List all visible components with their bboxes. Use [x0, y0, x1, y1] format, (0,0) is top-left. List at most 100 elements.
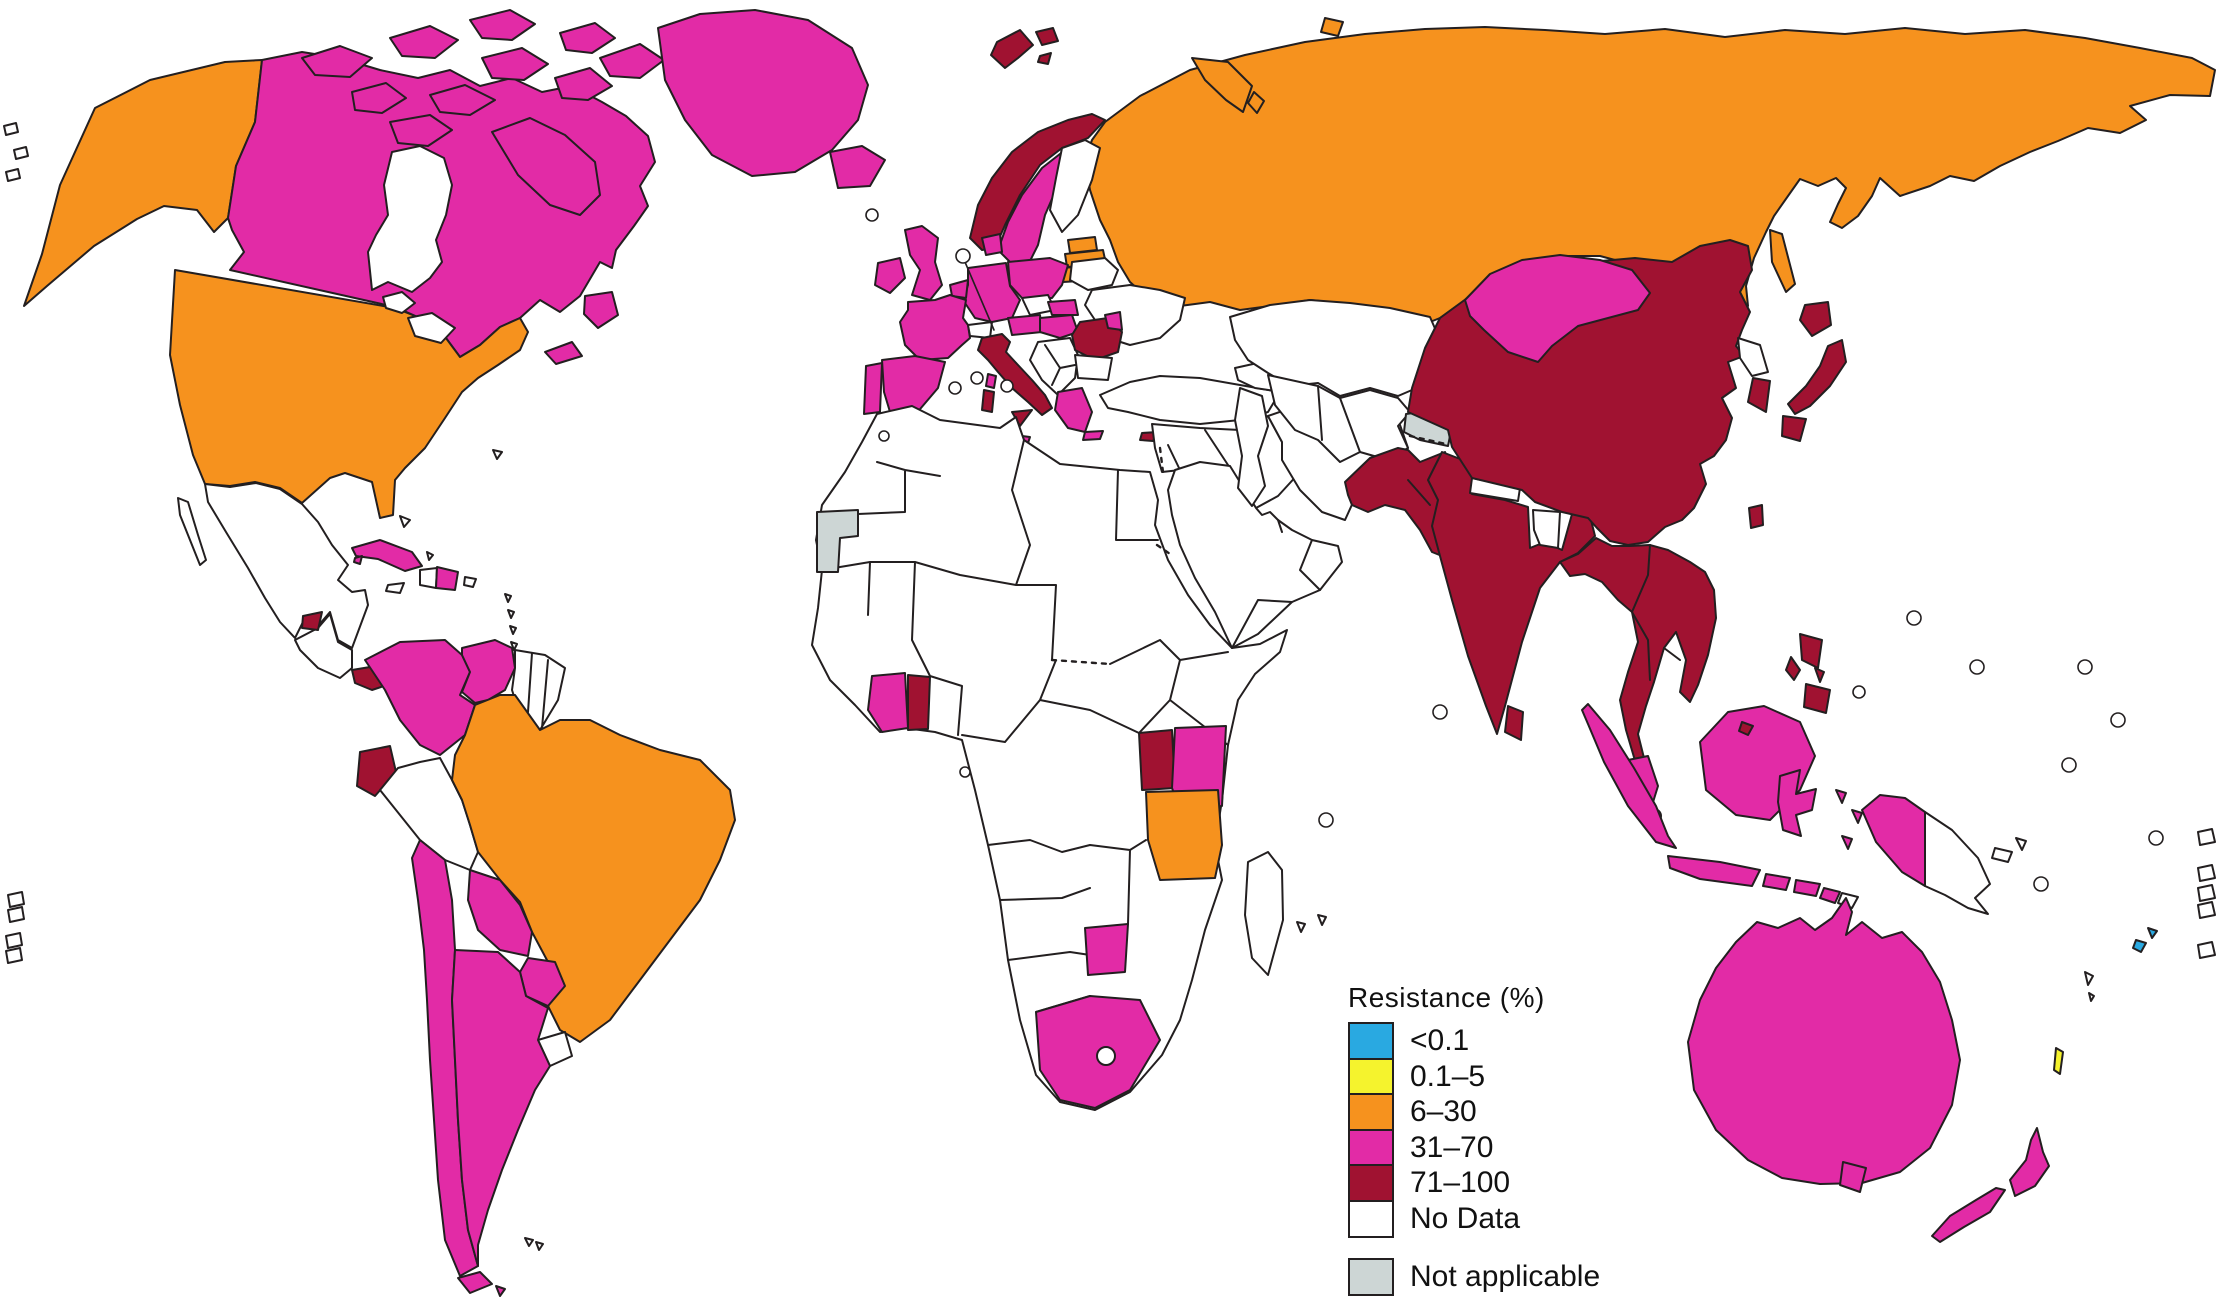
country-japan — [1781, 301, 1847, 442]
island-tasmania — [1839, 1161, 1867, 1193]
small-island-circles — [865, 208, 2164, 892]
island-jamaica — [385, 582, 405, 594]
country-moldova — [1104, 311, 1123, 331]
state-alaska — [23, 59, 263, 307]
country-austria — [1007, 314, 1043, 336]
greenland — [657, 9, 869, 177]
countries-bangladesh-bhutan — [1532, 509, 1561, 549]
arabia-internal-borders — [1231, 519, 1321, 649]
legend-label: 71–100 — [1410, 1166, 1511, 1199]
country-denmark — [981, 233, 1003, 256]
islands-lesser-antilles — [504, 593, 518, 651]
island-sardinia — [981, 389, 995, 413]
legend-swatch — [1348, 1128, 1394, 1167]
island-sulawesi — [1777, 769, 1817, 837]
islands-java-chain — [1667, 855, 1821, 897]
islands-bahamas-bermuda-falklands — [399, 449, 544, 1251]
legend-swatch — [1348, 1022, 1394, 1060]
island-west-timor — [1819, 887, 1841, 904]
new-zealand-north-island — [2009, 1127, 2050, 1197]
israel-disputed-border — [1158, 446, 1165, 474]
country-finland — [1049, 139, 1101, 233]
legend-title: Resistance (%) — [1348, 982, 1545, 1013]
country-slovakia — [1047, 299, 1079, 316]
country-bolivia — [467, 869, 533, 957]
hudson-bay — [367, 145, 453, 293]
country-philippines — [1785, 633, 1831, 714]
country-hungary — [1039, 314, 1079, 339]
legend-swatch — [1348, 1057, 1394, 1096]
legend-swatch — [1348, 1164, 1394, 1202]
country-australia — [1687, 897, 1961, 1185]
country-lesotho — [1096, 1046, 1116, 1066]
countries-indochina — [1559, 537, 1717, 765]
island-puerto-rico — [463, 576, 477, 588]
europe-internal-borders — [1044, 344, 1076, 386]
legend-item: <0.1 — [1348, 1022, 1600, 1060]
territory-west-papua — [1861, 794, 1926, 887]
country-turkey — [1099, 375, 1281, 425]
island-baffin — [491, 117, 601, 216]
territory-western-sahara — [816, 509, 859, 573]
islands-solomons-vanuatu — [2084, 971, 2095, 1002]
islands-maluku — [1835, 789, 1863, 850]
islands-novaya-zemlya — [1191, 57, 1265, 114]
legend-label: 0.1–5 — [1410, 1059, 1486, 1093]
country-belarus — [1069, 257, 1119, 291]
country-north-korea — [1737, 337, 1769, 377]
countries-arabian-peninsula — [1167, 461, 1343, 649]
country-greece — [1054, 387, 1093, 433]
country-kazakhstan — [1229, 299, 1441, 397]
country-ireland — [874, 257, 906, 294]
country-colombia — [364, 639, 476, 756]
country-bulgaria — [1074, 354, 1113, 381]
guyanas-internal-borders — [527, 652, 549, 729]
country-dominican-republic — [435, 566, 459, 591]
legend-label: Not applicable — [1410, 1259, 1601, 1293]
legend-label: 31–70 — [1410, 1130, 1494, 1164]
island-madagascar — [1244, 851, 1284, 976]
countries-balkans — [1029, 337, 1079, 396]
country-switzerland — [967, 321, 993, 339]
islands-new-britain — [1991, 837, 2027, 863]
country-cuba — [351, 539, 423, 572]
legend-swatch — [1348, 1093, 1394, 1131]
islands-bering-edge — [3, 122, 29, 182]
islands-right-edge — [2197, 828, 2216, 959]
country-zimbabwe — [1084, 923, 1129, 976]
island-crete — [1082, 430, 1104, 441]
kashmir-disputed-border — [1408, 434, 1448, 446]
country-portugal — [863, 362, 883, 415]
country-france — [899, 294, 971, 361]
legend-item: 71–100 — [1348, 1164, 1600, 1202]
afpak-internal-border — [1407, 479, 1431, 506]
canadian-arctic-islands — [301, 9, 665, 147]
microstate-callout-line — [964, 261, 995, 331]
continent-africa — [811, 405, 1288, 1111]
legend-swatch — [1348, 1257, 1394, 1296]
islands-svalbard — [990, 27, 1059, 69]
country-argentina — [451, 949, 551, 1267]
countries-benelux — [949, 279, 969, 299]
country-south-korea — [1747, 377, 1771, 413]
country-mexico — [204, 482, 369, 649]
countries-central-america — [294, 613, 353, 679]
country-iceland — [829, 145, 886, 189]
legend-label: No Data — [1410, 1201, 1521, 1235]
islands-left-edge — [5, 891, 25, 964]
baja-california — [177, 497, 207, 566]
legend-item: No Data — [1348, 1199, 1600, 1238]
country-fiji — [2132, 927, 2158, 953]
country-venezuela — [461, 639, 516, 704]
legend-rows: <0.1 0.1–5 6–30 31–70 71–100 No Data Not… — [1348, 1022, 1600, 1296]
new-zealand-south-island — [1931, 1187, 2006, 1243]
legend-item: 0.1–5 — [1348, 1057, 1600, 1096]
country-honduras — [301, 611, 323, 631]
great-lakes — [382, 291, 456, 344]
country-brazil — [451, 694, 736, 1043]
island-new-caledonia — [2053, 1047, 2064, 1075]
country-brunei — [1738, 721, 1754, 736]
country-ghana — [907, 674, 931, 731]
countries-layer — [3, 9, 2216, 1297]
